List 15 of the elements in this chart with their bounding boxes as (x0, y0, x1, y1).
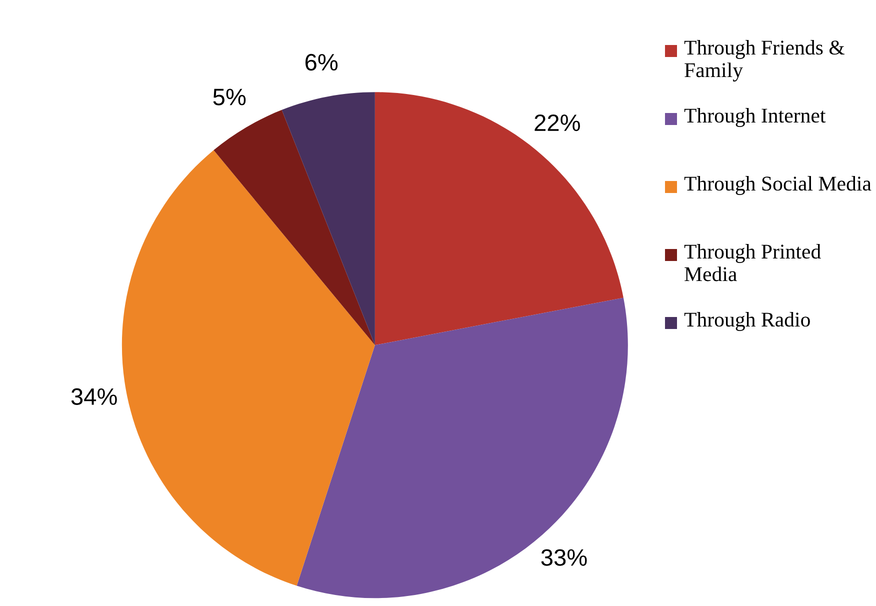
data-label: 22% (534, 114, 580, 132)
pie-slice (214, 110, 375, 346)
data-label: 33% (541, 549, 587, 566)
data-label: 5% (213, 88, 246, 106)
legend-label: Through Friends & Family (684, 40, 844, 82)
data-label: 34% (71, 388, 117, 406)
legend-label: Through Internet (684, 108, 826, 127)
pie-slice (282, 92, 375, 346)
pie-slice (296, 298, 628, 598)
pie-slice (122, 150, 375, 586)
legend-label: Through Social Media (684, 176, 872, 195)
data-label: 6% (305, 54, 338, 71)
legend-label: Through Printed Media (684, 244, 821, 282)
pie-slice (374, 92, 624, 346)
legend-label: Through Radio (684, 312, 810, 331)
